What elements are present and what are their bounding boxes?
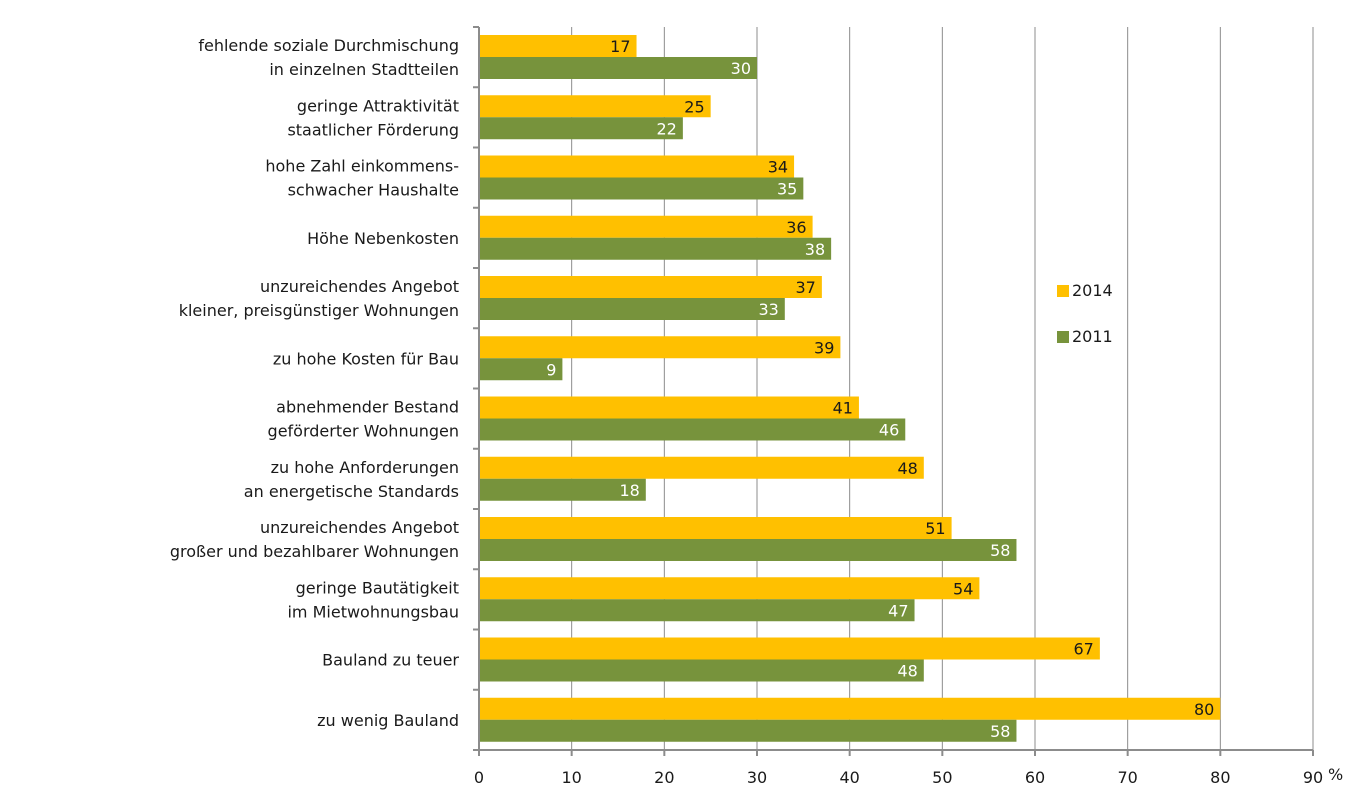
category-label-1: geringe Attraktivität staatlicher Förderu… (287, 96, 459, 139)
bar-2011-1 (479, 117, 683, 140)
value-label-2011-0: 30 (731, 59, 751, 78)
bar-2011-6 (479, 418, 906, 441)
category-label-0: fehlende soziale Durchmischung in einzeln… (198, 36, 459, 79)
x-tick-label-50: 50 (932, 768, 952, 787)
bar-2014-0 (479, 35, 637, 57)
bar-2014-3 (479, 215, 813, 238)
value-label-2011-9: 47 (888, 601, 908, 620)
bar-2011-10 (479, 659, 924, 682)
bar-2011-5 (479, 358, 563, 381)
x-tick-label-70: 70 (1117, 768, 1137, 787)
bar-2011-3 (479, 237, 832, 260)
value-label-2014-5: 39 (814, 338, 834, 357)
bar-2014-11 (479, 697, 1221, 720)
bar-2011-8 (479, 539, 1017, 561)
x-tick-label-90: 90 (1303, 768, 1323, 787)
legend-label-2014: 2014 (1072, 281, 1113, 300)
bar-2011-2 (479, 177, 804, 200)
bar-2011-0 (479, 57, 757, 79)
bar-2014-4 (479, 276, 822, 298)
value-label-2014-2: 34 (768, 158, 788, 177)
axes: 0 10 20 30 40 50 60 70 80 90% (473, 26, 1343, 787)
value-label-2011-10: 48 (897, 662, 917, 681)
category-label-4: unzureichendes Angebot kleiner, preisgüns… (179, 277, 459, 320)
value-label-2014-6: 41 (833, 399, 853, 418)
x-unit-label: % (1328, 765, 1343, 784)
x-tick-label-0: 0 (474, 768, 484, 787)
value-label-2014-1: 25 (684, 97, 704, 116)
bar-2014-8 (479, 517, 952, 539)
category-label-11: zu wenig Bauland (317, 711, 459, 730)
gridlines (571, 27, 1314, 750)
value-label-2011-2: 35 (777, 180, 797, 199)
value-label-2014-7: 48 (897, 459, 917, 478)
legend-swatch-2014 (1057, 285, 1069, 297)
value-label-2014-8: 51 (925, 519, 945, 538)
x-tick-label-80: 80 (1210, 768, 1230, 787)
value-label-2011-4: 33 (758, 300, 778, 319)
category-label-8: unzureichendes Angebot großer und bezahlb… (170, 518, 459, 561)
value-label-2011-8: 58 (990, 541, 1010, 560)
legend-swatch-2011 (1057, 331, 1069, 343)
category-label-10: Bauland zu teuer (322, 651, 459, 670)
value-labels: 17 30 25 22 34 35 36 38 37 33 39 9 41 46 48 18 51 58 54 47 6… (546, 37, 1214, 741)
value-label-2011-1: 22 (657, 119, 677, 138)
category-label-3: Höhe Nebenkosten (307, 229, 459, 248)
x-tick-label-40: 40 (839, 768, 859, 787)
bar-2014-1 (479, 95, 711, 118)
value-label-2011-3: 38 (805, 240, 825, 259)
x-tick-label-20: 20 (654, 768, 674, 787)
value-label-2014-9: 54 (953, 579, 973, 598)
value-label-2014-0: 17 (610, 37, 630, 56)
category-label-9: geringe Bautätigkeit im Mietwohnungsbau (287, 578, 459, 621)
bar-2014-5 (479, 336, 841, 359)
bar-2014-9 (479, 577, 980, 600)
legend-label-2011: 2011 (1072, 327, 1113, 346)
category-label-6: abnehmender Bestand geförderter Wohnungen (268, 398, 459, 441)
value-label-2011-7: 18 (619, 481, 639, 500)
x-tick-label-60: 60 (1025, 768, 1045, 787)
x-tick-label-30: 30 (747, 768, 767, 787)
value-label-2014-3: 36 (786, 218, 806, 237)
legend: 2014 2011 (1057, 281, 1113, 346)
value-label-2011-5: 9 (546, 360, 556, 379)
bar-2011-4 (479, 298, 785, 320)
bar-2011-7 (479, 478, 646, 501)
value-label-2014-11: 80 (1194, 700, 1214, 719)
x-tick-label-10: 10 (561, 768, 581, 787)
bar-2014-7 (479, 456, 924, 479)
value-label-2014-10: 67 (1074, 640, 1094, 659)
value-label-2011-6: 46 (879, 421, 899, 440)
category-label-2: hohe Zahl einkommens-schwacher Haushalte (265, 157, 459, 200)
value-label-2014-4: 37 (796, 278, 816, 297)
category-labels: fehlende soziale Durchmischung in einzeln… (170, 36, 460, 730)
bar-2014-10 (479, 637, 1100, 660)
bar-2011-11 (479, 719, 1017, 742)
category-label-7: zu hohe Anforderungen an energetische Sta… (244, 458, 459, 501)
category-label-5: zu hohe Kosten für Bau (273, 349, 459, 368)
bars (479, 35, 1221, 742)
bar-2014-2 (479, 155, 795, 178)
bar-2014-6 (479, 396, 859, 419)
value-label-2011-11: 58 (990, 722, 1010, 741)
bar-2011-9 (479, 599, 915, 622)
